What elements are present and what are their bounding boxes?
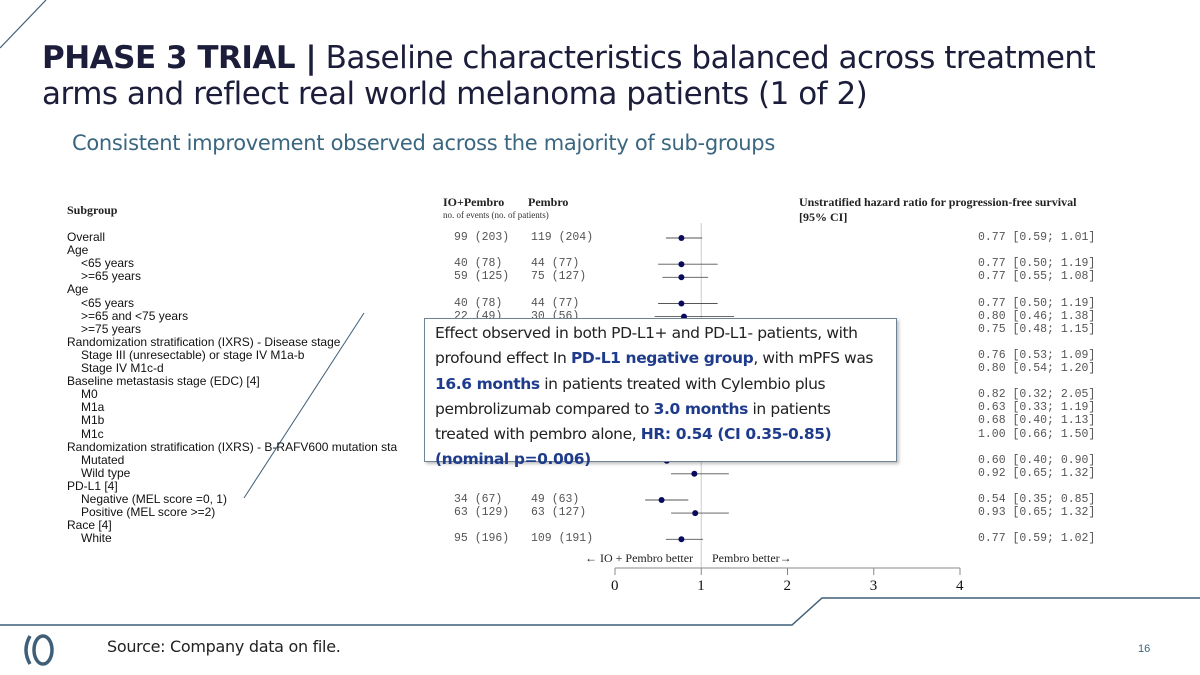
col-hr-header-ci: [95% CI] [799,210,848,224]
hr-ci-value: 0.77 [0.59; 1.02] [978,532,1096,546]
hr-ci-value: 0.92 [0.65; 1.32] [978,466,1096,480]
hr-ci-value: 0.77 [0.59; 1.01] [978,231,1096,244]
x-tick-label: 4 [956,578,964,594]
hr-ci-value: 0.76 [0.53; 1.09] [978,348,1096,362]
arm1-count: 40 (78) [454,257,503,271]
col-counts-note: no. of events (no. of patients) [443,210,549,220]
hr-ci-value: 0.63 [0.33; 1.19] [978,401,1096,415]
hr-point [678,536,685,543]
arm2-count: 44 (77) [531,296,580,310]
hr-ci-value: 0.60 [0.40; 0.90] [978,453,1096,467]
col-arm1-header: IO+Pembro [443,195,505,209]
arm1-count: 99 (203) [454,231,510,244]
arm2-count: 44 (77) [531,257,580,271]
hr-ci-value: 0.54 [0.35; 0.85] [978,493,1096,506]
page-subtitle: Consistent improvement observed across t… [72,131,775,155]
hr-ci-value: 0.77 [0.55; 1.08] [978,270,1096,284]
hr-ci-value: 1.00 [0.66; 1.50] [978,427,1096,441]
callout-highlight: PD-L1 negative group [570,349,754,368]
left-direction-label: ← IO + Pembro better [585,551,694,565]
arm1-count: 63 (129) [454,506,510,520]
hr-point [678,300,685,307]
company-logo [24,634,54,666]
hr-ci-value: 0.77 [0.50; 1.19] [978,296,1096,310]
x-tick-label: 0 [611,578,619,594]
callout-highlight: HR: 0.54 (CI 0.35-0.85) (nominal p=0.006… [435,425,832,469]
subgroup-label: Overall [67,230,106,244]
subgroup-label: Race [4] [67,518,112,533]
callout-text: , with mPFS was [753,349,874,368]
hr-point [658,497,665,503]
subgroup-label: Positive (MEL score >=2) [81,505,216,520]
col-arm2-header: Pembro [528,195,569,209]
subgroup-label: Stage IV M1c-d [81,361,164,375]
hr-point [691,470,698,477]
subgroup-label: >=65 and <75 years [81,308,189,323]
callout-text: in patients treated with Cylembio plus p… [435,374,826,418]
hr-point [692,510,699,517]
arm1-count: 95 (196) [454,532,510,546]
hr-ci-value: 0.80 [0.46; 1.38] [978,309,1096,323]
subgroup-label: >=65 years [81,269,142,284]
callout-highlight: 16.6 months [435,374,540,393]
subgroup-label: Mutated [81,452,125,467]
corner-accent-line [0,0,47,49]
subgroup-label: White [81,531,112,546]
page-title: PHASE 3 TRIAL | Baseline characteristics… [42,40,1172,112]
right-direction-label: Pembro better→ [712,551,792,565]
hr-point [678,235,685,241]
callout-box: Effect observed in both PD-L1+ and PD-L1… [424,318,897,468]
arm1-count: 34 (67) [454,493,503,506]
hr-ci-value: 0.75 [0.48; 1.15] [978,322,1096,336]
subgroup-label: M0 [81,387,98,402]
arm2-count: 109 (191) [531,532,594,546]
subgroup-label: PD-L1 [4] [67,478,118,493]
arm2-count: 119 (204) [531,231,594,244]
arm2-count: 49 (63) [531,493,580,506]
subgroup-label: Stage III (unresectable) or stage IV M1a… [81,347,305,362]
x-tick-label: 2 [783,578,792,594]
subgroup-label: Randomization stratification (IXRS) - B-… [67,439,398,454]
subgroup-label: Randomization stratification (IXRS) - Di… [67,334,341,349]
title-rest: Baseline characteristics balanced across… [42,40,1096,112]
subgroup-label: M1a [81,400,105,415]
subgroup-label: M1b [81,413,105,428]
x-tick-label: 1 [697,578,705,594]
arm2-count: 75 (127) [531,270,587,284]
col-subgroup-header: Subgroup [67,203,118,217]
subgroup-label: >=75 years [81,321,142,336]
callout-highlight: 3.0 months [653,399,749,418]
subgroup-label: M1c [81,426,104,441]
subgroup-label: <65 years [81,295,135,310]
x-tick-label: 3 [869,578,878,594]
hr-point [678,274,685,281]
subgroup-label: Age [67,243,89,258]
title-bold: PHASE 3 TRIAL | [42,40,317,76]
callout-text: in patients treated with pembro alone, [435,399,831,444]
subgroup-label: Baseline metastasis stage (EDC) [4] [67,374,260,389]
subgroup-label: Age [67,282,89,297]
page-number: 16 [1138,643,1151,655]
arm1-count: 59 (125) [454,270,510,284]
hr-ci-value: 0.93 [0.65; 1.32] [978,506,1096,520]
col-hr-header: Unstratified hazard ratio for progressio… [799,195,1077,209]
hr-ci-value: 0.80 [0.54; 1.20] [978,362,1096,375]
footer-rule [0,597,1200,626]
callout-text: Effect observed in both PD-L1+ and PD-L1… [435,324,858,368]
subgroup-label: <65 years [81,256,135,271]
arm1-count: 40 (78) [454,296,503,310]
hr-ci-value: 0.82 [0.32; 2.05] [978,388,1096,402]
source-note: Source: Company data on file. [107,637,341,656]
arm2-count: 63 (127) [531,506,587,520]
hr-ci-value: 0.77 [0.50; 1.19] [978,257,1096,271]
callout-pointer-line [243,312,365,499]
subgroup-label: Negative (MEL score =0, 1) [81,492,227,506]
hr-ci-value: 0.68 [0.40; 1.13] [978,414,1096,428]
hr-point [678,261,685,268]
subgroup-label: Wild type [81,465,131,480]
